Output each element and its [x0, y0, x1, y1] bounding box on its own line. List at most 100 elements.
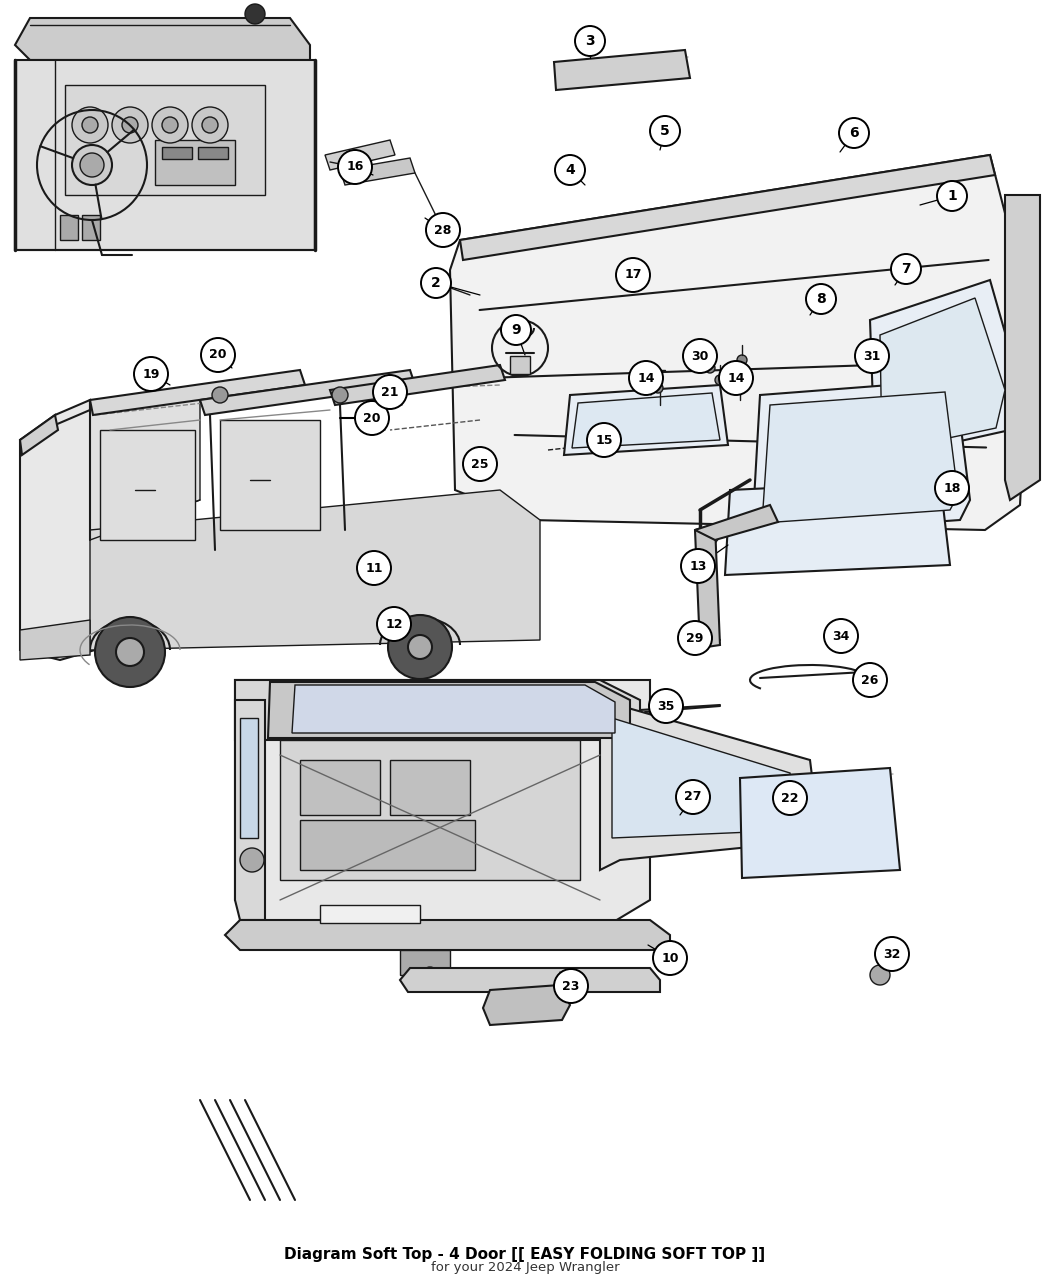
Polygon shape: [90, 400, 200, 541]
Text: 28: 28: [435, 223, 452, 236]
Bar: [240, 718, 258, 838]
Bar: [300, 820, 475, 870]
Bar: [390, 760, 470, 815]
Circle shape: [676, 780, 710, 813]
Circle shape: [72, 107, 108, 143]
Circle shape: [855, 339, 889, 374]
Circle shape: [426, 213, 460, 247]
Polygon shape: [90, 490, 540, 650]
Circle shape: [891, 254, 921, 284]
Polygon shape: [330, 365, 505, 405]
Circle shape: [408, 635, 432, 659]
Circle shape: [587, 423, 621, 456]
Circle shape: [715, 375, 724, 385]
Circle shape: [629, 361, 663, 395]
Circle shape: [112, 107, 148, 143]
Circle shape: [373, 375, 407, 409]
Circle shape: [934, 470, 969, 505]
Polygon shape: [90, 370, 304, 414]
Circle shape: [116, 638, 144, 666]
Polygon shape: [15, 60, 315, 250]
Polygon shape: [762, 391, 958, 523]
Circle shape: [678, 621, 712, 655]
Text: for your 2024 Jeep Wrangler: for your 2024 Jeep Wrangler: [430, 1261, 620, 1275]
Text: 23: 23: [563, 979, 580, 992]
Circle shape: [202, 117, 218, 133]
Text: 11: 11: [365, 561, 383, 575]
Text: 7: 7: [901, 261, 910, 275]
Text: 17: 17: [625, 269, 642, 282]
Polygon shape: [400, 968, 660, 992]
Polygon shape: [572, 393, 720, 448]
Text: 26: 26: [861, 673, 879, 686]
Polygon shape: [695, 525, 720, 648]
Polygon shape: [292, 685, 615, 733]
Polygon shape: [268, 682, 630, 738]
Text: 14: 14: [728, 371, 744, 385]
Circle shape: [555, 156, 585, 185]
Circle shape: [422, 966, 438, 983]
Polygon shape: [235, 680, 650, 929]
Text: 2: 2: [432, 275, 441, 289]
Text: 14: 14: [637, 371, 655, 385]
Text: 32: 32: [883, 947, 901, 960]
Bar: [60, 215, 78, 240]
Text: 8: 8: [816, 292, 826, 306]
Polygon shape: [564, 385, 728, 455]
Circle shape: [72, 145, 112, 185]
Circle shape: [839, 119, 869, 148]
Text: 31: 31: [863, 349, 881, 362]
Circle shape: [94, 617, 165, 687]
Polygon shape: [1005, 195, 1040, 500]
Circle shape: [377, 607, 411, 641]
Polygon shape: [450, 156, 1030, 530]
Polygon shape: [340, 158, 415, 185]
Polygon shape: [235, 680, 640, 740]
Bar: [220, 419, 320, 530]
Text: 10: 10: [662, 951, 678, 964]
Text: 22: 22: [781, 792, 799, 805]
Polygon shape: [600, 700, 820, 870]
Text: 29: 29: [687, 631, 704, 644]
Bar: [65, 85, 265, 195]
Circle shape: [853, 663, 887, 697]
Polygon shape: [554, 50, 690, 91]
Circle shape: [201, 338, 235, 372]
Polygon shape: [15, 18, 310, 60]
Text: 21: 21: [381, 385, 399, 399]
Circle shape: [937, 181, 967, 210]
Circle shape: [870, 965, 890, 986]
Polygon shape: [235, 700, 265, 921]
Circle shape: [134, 357, 168, 391]
Circle shape: [82, 117, 98, 133]
Circle shape: [649, 688, 682, 723]
Circle shape: [653, 382, 663, 393]
Circle shape: [80, 153, 104, 177]
Text: 34: 34: [833, 630, 849, 643]
Text: 4: 4: [565, 163, 575, 177]
Polygon shape: [20, 400, 94, 660]
Bar: [300, 760, 380, 815]
Bar: [280, 740, 580, 880]
Polygon shape: [200, 370, 415, 414]
Circle shape: [682, 339, 717, 374]
Polygon shape: [880, 298, 1005, 453]
Circle shape: [653, 941, 687, 975]
Text: 27: 27: [685, 790, 701, 803]
Text: 9: 9: [511, 323, 521, 337]
Text: 1: 1: [947, 189, 957, 203]
Circle shape: [192, 107, 228, 143]
Polygon shape: [724, 479, 950, 575]
Polygon shape: [612, 718, 798, 838]
Text: 25: 25: [471, 458, 488, 470]
Text: 35: 35: [657, 700, 675, 713]
Bar: [198, 147, 228, 159]
Circle shape: [357, 551, 391, 585]
Circle shape: [245, 4, 265, 24]
Text: 15: 15: [595, 434, 613, 446]
Text: Diagram Soft Top - 4 Door [[ EASY FOLDING SOFT TOP ]]: Diagram Soft Top - 4 Door [[ EASY FOLDIN…: [285, 1247, 765, 1262]
Text: 13: 13: [689, 560, 707, 572]
Circle shape: [463, 448, 497, 481]
Circle shape: [152, 107, 188, 143]
Circle shape: [650, 116, 680, 147]
